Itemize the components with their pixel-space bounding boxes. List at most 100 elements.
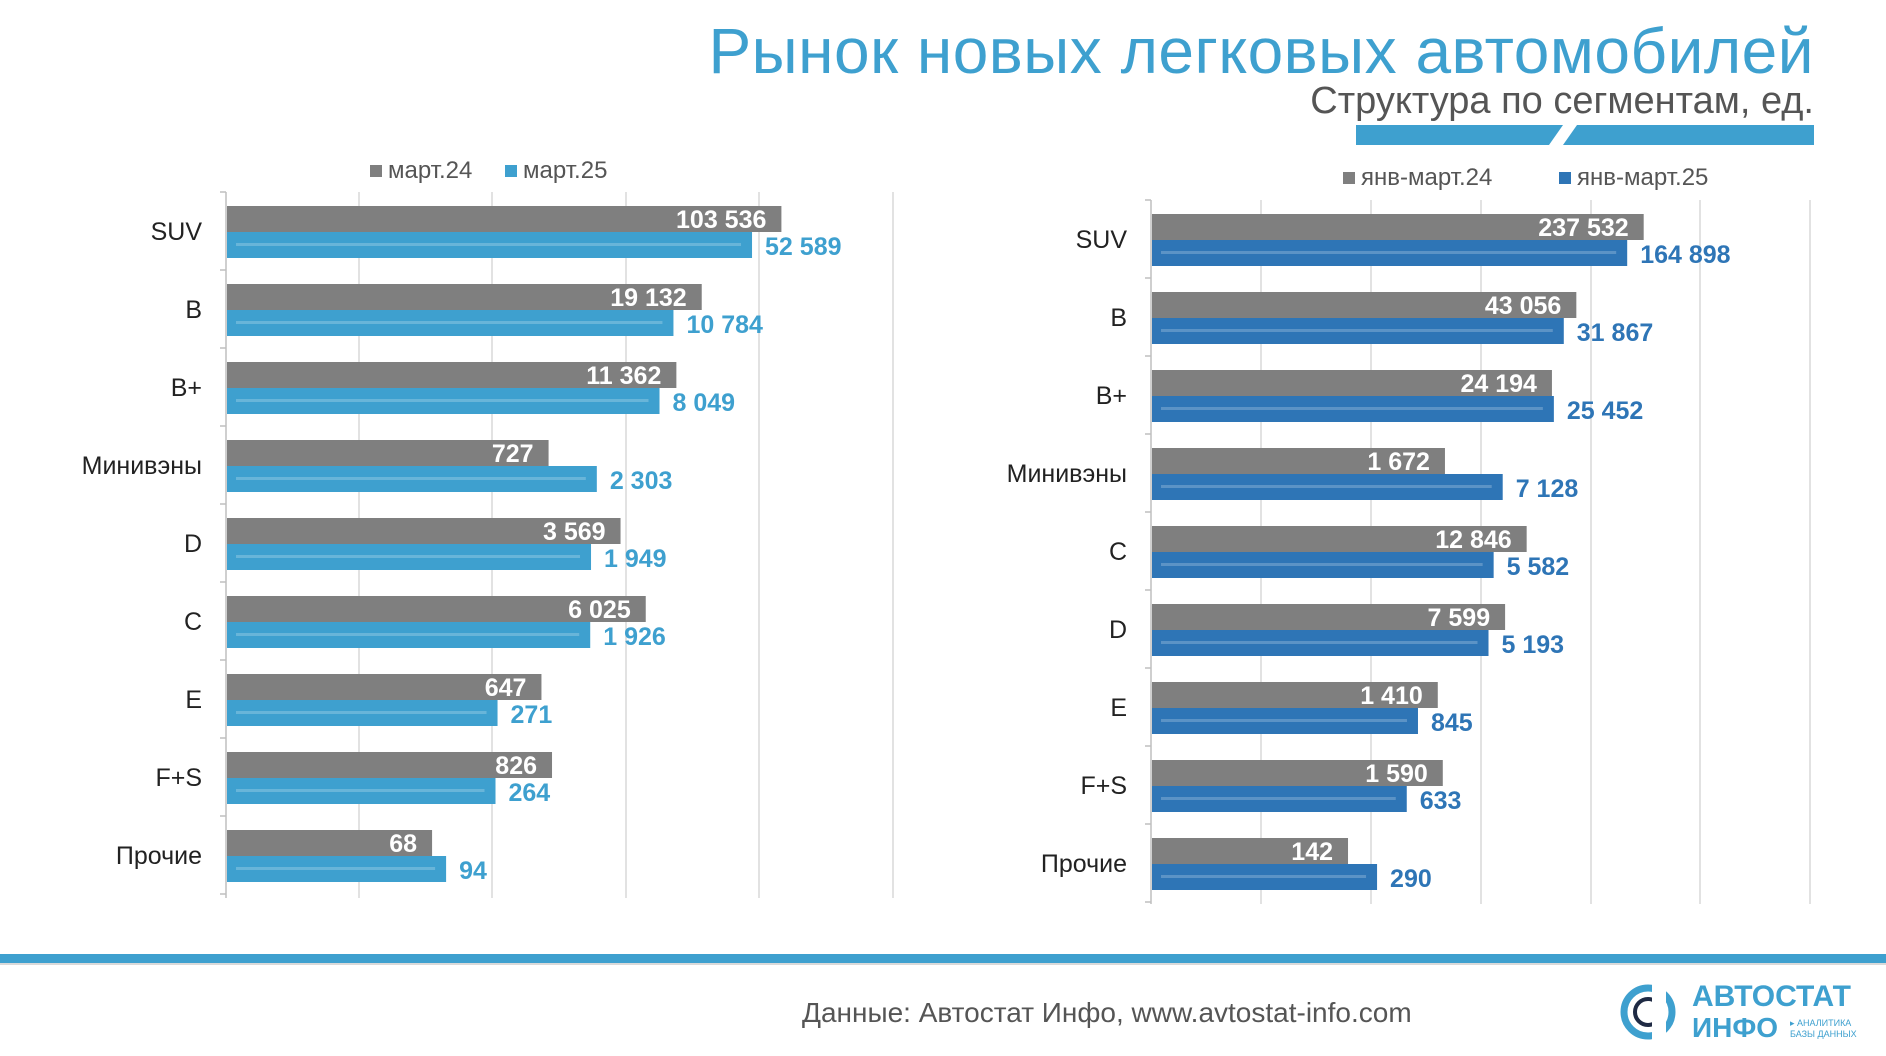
bar-series-2 bbox=[1152, 318, 1564, 344]
data-label-series-2: 8 049 bbox=[673, 389, 736, 417]
category-label: F+S bbox=[155, 764, 202, 792]
logo-word-1b: СТАТ bbox=[1775, 980, 1851, 1013]
data-label-series-1: 727 bbox=[492, 440, 534, 468]
data-label-series-2: 164 898 bbox=[1640, 241, 1730, 269]
category-label: B bbox=[1110, 304, 1127, 332]
bar-highlight bbox=[236, 399, 649, 402]
bar-highlight bbox=[1161, 797, 1396, 800]
data-label-series-2: 271 bbox=[511, 701, 553, 729]
bar-series-1 bbox=[1152, 526, 1527, 552]
bar-highlight bbox=[1161, 563, 1483, 566]
bar-highlight bbox=[236, 243, 742, 246]
bar-highlight bbox=[236, 477, 586, 480]
data-label-series-1: 826 bbox=[495, 752, 537, 780]
title-underline-bar bbox=[1356, 125, 1814, 145]
data-label-series-2: 1 949 bbox=[604, 545, 667, 573]
legend-swatch-gray bbox=[370, 165, 382, 177]
bar-series-1 bbox=[227, 752, 553, 778]
bar-highlight bbox=[1161, 329, 1553, 332]
data-label-series-2: 25 452 bbox=[1567, 397, 1643, 425]
data-label-series-1: 647 bbox=[485, 674, 527, 702]
logo-tagline-1: ▸ АНАЛИТИКА bbox=[1790, 1018, 1852, 1028]
category-label: E bbox=[185, 686, 202, 714]
logo-tagline: ▸ АНАЛИТИКА БАЗЫ ДАННЫХ bbox=[1790, 1018, 1857, 1040]
page-title: Рынок новых легковых автомобилей bbox=[708, 15, 1814, 87]
bar-highlight bbox=[1161, 641, 1478, 644]
data-label-series-1: 6 025 bbox=[568, 596, 631, 624]
data-label-series-1: 142 bbox=[1291, 838, 1333, 866]
bar-series-1 bbox=[227, 362, 677, 388]
bottom-line bbox=[0, 963, 1886, 965]
bar-series-2 bbox=[1152, 240, 1628, 266]
data-label-series-1: 11 362 bbox=[586, 362, 661, 390]
data-label-series-2: 94 bbox=[459, 857, 487, 885]
page-subtitle: Структура по сегментам, ед. bbox=[1310, 80, 1814, 122]
bar-highlight bbox=[236, 789, 485, 792]
category-label: D bbox=[1109, 616, 1127, 644]
bar-series-1 bbox=[1152, 214, 1644, 240]
logo-word-1a: АВТО bbox=[1692, 980, 1776, 1013]
legend-item: янв-март.24 bbox=[1343, 164, 1492, 192]
category-label: SUV bbox=[1076, 226, 1128, 254]
data-label-series-2: 10 784 bbox=[686, 311, 763, 339]
category-label: Прочие bbox=[1041, 850, 1127, 878]
bar-highlight bbox=[1161, 875, 1367, 878]
bar-highlight bbox=[236, 633, 580, 636]
bar-highlight bbox=[1161, 485, 1492, 488]
data-label-series-2: 5 582 bbox=[1507, 553, 1570, 581]
bar-series-1 bbox=[1152, 760, 1443, 786]
source-footer: Данные: Автостат Инфо, www.avtostat-info… bbox=[802, 997, 1412, 1028]
data-label-series-1: 3 569 bbox=[543, 518, 606, 546]
bar-series-2 bbox=[227, 622, 591, 648]
data-label-series-1: 7 599 bbox=[1428, 604, 1491, 632]
category-label: B bbox=[185, 296, 202, 324]
bottom-band bbox=[0, 954, 1886, 963]
bar-series-1 bbox=[227, 284, 702, 310]
bar-series-2 bbox=[227, 388, 660, 414]
legend-label: март.24 bbox=[388, 157, 473, 184]
bar-series-2 bbox=[227, 778, 496, 804]
legend-label: янв-март.25 bbox=[1577, 164, 1709, 191]
category-label: C bbox=[1109, 538, 1127, 566]
bar-series-1 bbox=[227, 518, 621, 544]
data-label-series-1: 68 bbox=[389, 830, 417, 858]
bar-series-2 bbox=[1152, 552, 1494, 578]
bar-highlight bbox=[236, 321, 663, 324]
category-label: Минивэны bbox=[1007, 460, 1127, 488]
data-label-series-2: 5 193 bbox=[1502, 631, 1565, 659]
bar-highlight bbox=[1161, 251, 1617, 254]
legend-swatch-blue bbox=[1559, 172, 1572, 184]
data-label-series-2: 633 bbox=[1420, 787, 1462, 815]
data-label-series-2: 845 bbox=[1431, 709, 1473, 737]
legend-item: янв-март.25 bbox=[1559, 164, 1708, 192]
bar-series-1 bbox=[1152, 370, 1552, 396]
data-label-series-2: 31 867 bbox=[1577, 319, 1653, 347]
bar-highlight bbox=[236, 867, 436, 870]
category-label: SUV bbox=[151, 218, 203, 246]
logo-word-1: АВТОСТАТ bbox=[1692, 980, 1851, 1014]
data-label-series-1: 43 056 bbox=[1485, 292, 1561, 320]
legend-item: март.25 bbox=[505, 157, 607, 185]
legend-label: янв-март.24 bbox=[1361, 164, 1493, 191]
data-label-series-1: 1 672 bbox=[1367, 448, 1430, 476]
data-label-series-1: 1 410 bbox=[1360, 682, 1423, 710]
bar-series-2 bbox=[227, 466, 597, 492]
bar-series-2 bbox=[1152, 630, 1489, 656]
bar-series-1 bbox=[227, 440, 549, 466]
legend-swatch-blue bbox=[505, 165, 518, 177]
logo-tagline-2: БАЗЫ ДАННЫХ bbox=[1790, 1029, 1857, 1039]
category-label: Прочие bbox=[116, 842, 202, 870]
bar-series-1 bbox=[1152, 838, 1349, 864]
legend-swatch-gray bbox=[1343, 172, 1355, 184]
bar-series-1 bbox=[1152, 604, 1506, 630]
bar-series-1 bbox=[1152, 292, 1577, 318]
category-label: F+S bbox=[1080, 772, 1127, 800]
bar-series-1 bbox=[227, 674, 542, 700]
bar-highlight bbox=[1161, 719, 1407, 722]
legend-item: март.24 bbox=[370, 157, 472, 185]
logo-mark-icon bbox=[1620, 982, 1676, 1040]
category-label: D bbox=[184, 530, 202, 558]
bar-series-1 bbox=[227, 206, 782, 232]
